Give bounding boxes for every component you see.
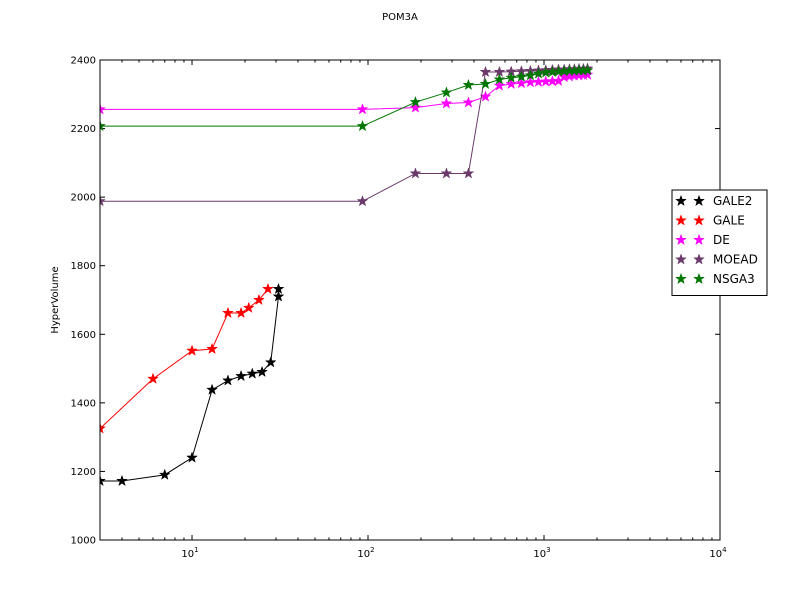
series-point-gale2 — [272, 282, 285, 295]
series-point-gale2 — [256, 365, 269, 378]
series-line-gale2 — [100, 289, 279, 482]
y-tick-label: 1400 — [71, 398, 96, 409]
series-point-moead — [462, 167, 475, 179]
legend-marker-gale2 — [693, 194, 705, 207]
legend-marker-gale2 — [675, 194, 687, 207]
series-point-gale — [147, 372, 159, 384]
series-point-moead — [479, 65, 492, 78]
legend-label-gale: GALE — [713, 214, 745, 228]
series-point-de — [493, 79, 506, 91]
series-point-nsga3 — [100, 119, 106, 132]
series-point-moead — [409, 167, 422, 179]
series-point-de — [462, 96, 475, 108]
x-tick-label: 103 — [533, 546, 550, 560]
series-point-de — [440, 97, 453, 109]
series-point-de — [505, 77, 518, 90]
legend-label-moead: MOEAD — [713, 253, 758, 267]
y-tick-label: 2200 — [71, 124, 96, 135]
series-point-gale2 — [186, 451, 198, 463]
y-tick-label: 1200 — [71, 467, 96, 478]
series-point-nsga3 — [440, 86, 453, 98]
series-point-gale — [221, 306, 234, 319]
y-tick-label: 1000 — [71, 536, 96, 547]
series-point-gale — [235, 306, 248, 319]
series-point-gale2 — [272, 290, 285, 302]
legend-marker-de — [693, 233, 705, 246]
series-point-nsga3 — [356, 119, 369, 132]
series-point-gale — [186, 344, 198, 356]
legend-marker-moead — [675, 253, 687, 265]
series-point-nsga3 — [479, 77, 492, 90]
series-point-moead — [356, 194, 369, 207]
y-axis-label: HyperVolume — [50, 266, 61, 333]
legend-marker-gale — [675, 214, 687, 226]
chart-title: POM3A — [382, 12, 418, 23]
series-point-de — [100, 103, 106, 115]
legend-marker-nsga3 — [693, 272, 705, 285]
series-point-moead — [440, 167, 453, 179]
plot-area: 1000 1200 1400 1600 1800 2000 2200 2400 101 102 10… — [71, 56, 728, 561]
series-point-gale2 — [221, 374, 234, 386]
legend: GALE2 GALE DE MOEAD NSGA3 — [671, 189, 768, 296]
series-layer — [100, 62, 594, 487]
series-point-gale2 — [158, 468, 171, 480]
legend-label-nsga3: NSGA3 — [713, 272, 755, 286]
series-point-gale2 — [235, 369, 248, 382]
series-point-de — [409, 101, 422, 113]
series-point-de — [515, 77, 528, 89]
plot-frame — [99, 59, 721, 541]
y-tick-label: 1600 — [71, 330, 96, 341]
x-tick-label: 102 — [357, 546, 374, 560]
series-point-gale2 — [264, 356, 277, 368]
series-point-gale2 — [116, 474, 128, 487]
legend-marker-de — [675, 233, 687, 246]
series-point-nsga3 — [409, 95, 422, 108]
y-tick-label: 1800 — [71, 261, 96, 272]
series-point-gale — [206, 342, 219, 355]
series-point-gale — [252, 293, 265, 306]
series-point-nsga3 — [524, 69, 537, 81]
series-point-nsga3 — [515, 70, 528, 82]
series-point-nsga3 — [505, 71, 518, 83]
series-point-gale — [261, 282, 274, 295]
y-tick-label: 2400 — [71, 56, 96, 67]
series-point-nsga3 — [493, 73, 506, 85]
series-point-de — [356, 103, 369, 115]
legend-frame — [671, 189, 768, 296]
legend-label-de: DE — [713, 233, 730, 247]
series-point-gale2 — [100, 474, 106, 487]
series-point-gale2 — [206, 383, 219, 395]
series-point-moead — [100, 194, 106, 207]
legend-marker-gale — [693, 214, 705, 226]
series-point-nsga3 — [581, 64, 594, 76]
series-point-gale — [100, 422, 106, 434]
x-tick-label: 101 — [181, 546, 198, 560]
legend-marker-nsga3 — [675, 272, 687, 285]
legend-label-gale2: GALE2 — [713, 194, 752, 208]
y-tick-label: 2000 — [71, 193, 96, 204]
series-point-gale — [242, 301, 255, 313]
legend-marker-moead — [693, 253, 705, 265]
series-point-nsga3 — [462, 78, 475, 91]
series-point-gale2 — [246, 367, 259, 379]
x-tick-label: 104 — [709, 546, 727, 560]
